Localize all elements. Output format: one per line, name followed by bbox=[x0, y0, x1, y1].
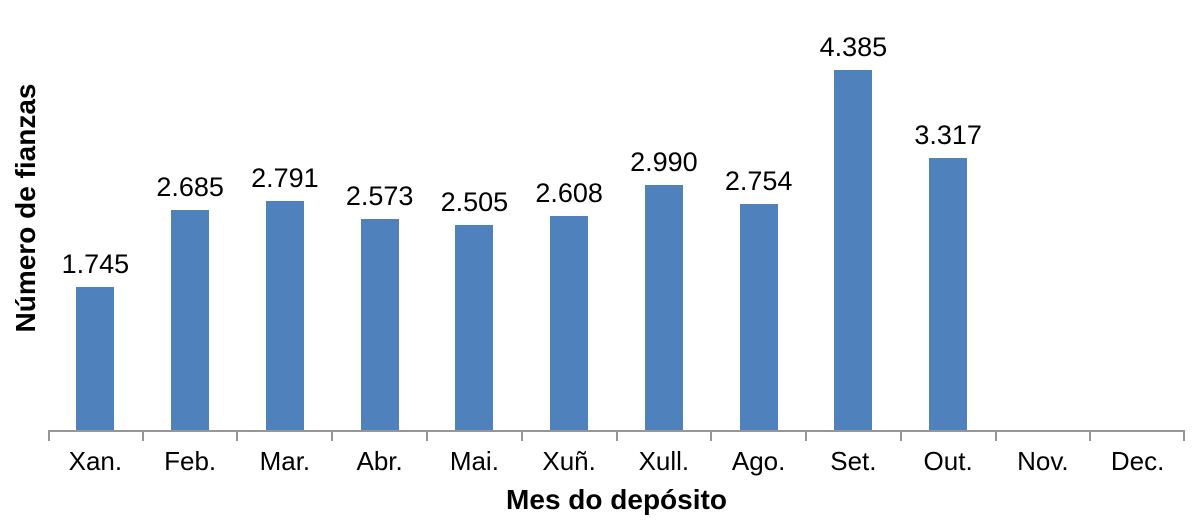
bar: 4.385 bbox=[820, 32, 887, 430]
x-axis-tick-label: Ago. bbox=[731, 446, 786, 476]
bar-slot: 2.573 bbox=[332, 20, 427, 430]
bar-value-label: 2.791 bbox=[251, 163, 319, 194]
axis-tick-mark bbox=[331, 432, 334, 441]
bar-value-label: 2.685 bbox=[156, 171, 224, 202]
x-axis-tick-label: Mai. bbox=[449, 446, 499, 476]
axis-tick-mark bbox=[899, 432, 902, 441]
axis-tick-mark bbox=[236, 432, 239, 441]
axis-tick-mark bbox=[141, 432, 144, 441]
bar-slot bbox=[996, 20, 1091, 430]
bar-value-label: 2.505 bbox=[440, 186, 509, 217]
axis-tick-mark bbox=[710, 432, 713, 441]
y-axis-title: Número de fianzas bbox=[10, 83, 41, 333]
bar: 2.608 bbox=[535, 178, 603, 430]
x-axis-tick-label: Out. bbox=[923, 446, 973, 476]
axis-tick-mark bbox=[520, 432, 523, 441]
x-axis-tick-label: Abr. bbox=[356, 446, 403, 476]
x-axis-tick-label: Mar. bbox=[259, 446, 311, 476]
x-axis-tick-label: Nov. bbox=[1017, 446, 1069, 476]
x-axis-tick-label: Feb. bbox=[164, 446, 217, 476]
bar-value-label: 3.317 bbox=[914, 120, 982, 150]
bar-slot: 2.505 bbox=[427, 20, 522, 430]
bar-value-label: 2.608 bbox=[535, 178, 603, 209]
bar-value-label: 2.573 bbox=[345, 181, 414, 211]
bar-slot: 1.745 bbox=[48, 20, 143, 430]
bar-slot: 2.754 bbox=[711, 20, 806, 430]
bar-value-label: 2.754 bbox=[724, 166, 793, 197]
bar-value-label: 2.990 bbox=[630, 146, 698, 177]
axis-tick-mark bbox=[425, 432, 428, 441]
bar: 2.505 bbox=[441, 187, 508, 430]
axis-tick-mark bbox=[48, 432, 50, 441]
x-axis-tick-label: Xull. bbox=[638, 446, 690, 476]
axis-tick-mark bbox=[1183, 432, 1185, 441]
bar-slot: 2.791 bbox=[238, 20, 333, 430]
bar-value-label: 1.745 bbox=[61, 248, 130, 279]
x-axis-title: Mes do depósito bbox=[506, 484, 727, 515]
axis-tick-mark bbox=[1089, 432, 1092, 441]
bar-slot: 2.685 bbox=[143, 20, 238, 430]
x-axis-ticks bbox=[48, 432, 1185, 441]
bar: 3.317 bbox=[914, 120, 982, 430]
bar-slot bbox=[1090, 20, 1185, 430]
x-axis-tick-label: Dec. bbox=[1110, 446, 1165, 476]
bar: 2.791 bbox=[251, 163, 319, 430]
axis-tick-mark bbox=[994, 432, 997, 441]
plot-area: 1.745 2.685 2.791 2.573 2.505 2.608 2.990 2.754… bbox=[48, 20, 1185, 432]
bar: 2.573 bbox=[346, 181, 413, 430]
bar: 2.685 bbox=[156, 172, 224, 430]
x-axis-tick-label: Xuñ. bbox=[542, 446, 596, 476]
bar-value-label: 4.385 bbox=[819, 32, 888, 63]
axis-tick-mark bbox=[615, 432, 618, 441]
x-axis-tick-label: Set. bbox=[830, 446, 877, 476]
bar-slot: 3.317 bbox=[901, 20, 996, 430]
x-axis-labels: Xan. Feb. Mar. Abr. Mai. Xuñ. Xull. Ago. Set. Out… bbox=[48, 446, 1185, 476]
bar: 2.990 bbox=[630, 147, 698, 430]
bar-slot: 4.385 bbox=[806, 20, 901, 430]
bar-slot: 2.990 bbox=[617, 20, 712, 430]
bar: 1.745 bbox=[62, 249, 129, 430]
axis-tick-mark bbox=[804, 432, 807, 441]
bar-slot: 2.608 bbox=[522, 20, 617, 430]
bar: 2.754 bbox=[725, 166, 792, 430]
x-axis-tick-label: Xan. bbox=[68, 446, 123, 476]
